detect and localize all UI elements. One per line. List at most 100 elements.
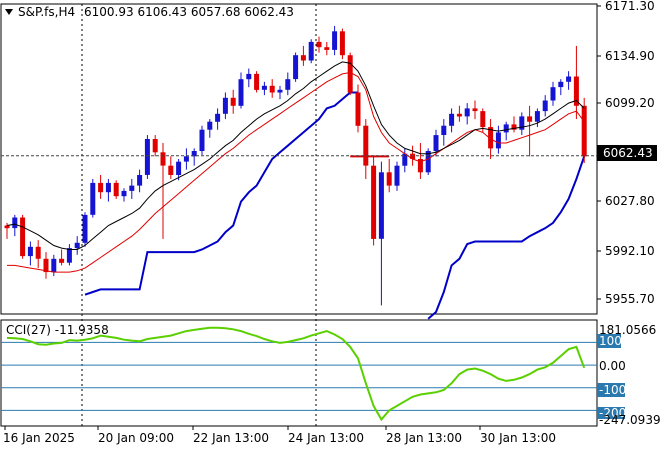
candle-body <box>238 79 244 106</box>
candle-body <box>12 217 18 229</box>
candle-body <box>98 182 104 193</box>
candle-body <box>581 105 587 157</box>
candle-body <box>519 116 525 130</box>
time-tick: 24 Jan 13:00 <box>288 431 364 445</box>
candle-body <box>285 79 291 90</box>
trailing-stop-segment <box>84 91 358 296</box>
candle-body <box>488 127 494 149</box>
candle-body <box>74 242 80 249</box>
slow-ma-line <box>7 71 585 273</box>
candle-body <box>308 41 314 61</box>
candle-body <box>550 87 556 101</box>
chart-symbol: S&P.fs,H4 <box>18 5 75 19</box>
candle-body <box>215 113 221 122</box>
price-axis: 6171.30 6134.90 6099.20 6027.80 5992.10 … <box>597 0 655 306</box>
candle-body <box>230 97 236 106</box>
candle-body <box>176 161 182 175</box>
candle-body <box>534 111 540 122</box>
candle-body <box>246 73 252 80</box>
candle-body <box>558 81 564 88</box>
candle-body <box>394 165 400 186</box>
candle-body <box>152 139 158 153</box>
candle-body <box>480 111 486 128</box>
candle-body <box>183 156 189 162</box>
time-tick: 20 Jan 09:00 <box>98 431 174 445</box>
candle-body <box>355 92 361 126</box>
candle-body <box>386 172 392 186</box>
candle-body <box>261 85 267 90</box>
price-tick: 6099.20 <box>605 96 655 110</box>
candle-body <box>82 214 88 243</box>
candle-body <box>566 76 572 82</box>
cci-label: CCI(27) -11.9358 <box>6 323 109 337</box>
candle-body <box>371 165 377 239</box>
chart-ohlc: 6100.93 6106.43 6057.68 6062.43 <box>84 5 294 19</box>
time-tick: 16 Jan 2025 <box>3 431 75 445</box>
candle-body <box>449 113 455 126</box>
time-tick: 30 Jan 13:00 <box>480 431 556 445</box>
candle-body <box>105 182 111 193</box>
candle-body <box>573 76 579 106</box>
candle-body <box>332 31 338 50</box>
cci-series-line <box>6 326 586 422</box>
cci-tick: 100 <box>599 334 622 348</box>
cci-axis: 181.0566 100 0.00 -100 -200 -247.0939 <box>597 323 660 427</box>
trailing-stop-segment <box>427 155 586 320</box>
cci-tick: -247.0939 <box>599 413 660 427</box>
trailing-stop-line <box>84 91 586 320</box>
candle-body <box>254 73 260 90</box>
price-tick: 5992.10 <box>605 244 655 258</box>
cci-level-tag <box>597 334 621 348</box>
time-tick: 28 Jan 13:00 <box>386 431 462 445</box>
candle-body <box>199 129 205 151</box>
cci-tick: -100 <box>599 383 626 397</box>
candle-body <box>503 124 509 133</box>
candle-body <box>339 31 345 56</box>
candle-body <box>402 153 408 166</box>
candle-body <box>59 258 65 263</box>
candle-body <box>542 100 548 112</box>
candlestick-series <box>4 25 587 306</box>
candle-body <box>527 116 533 122</box>
candle-body <box>324 47 330 50</box>
candle-body <box>137 175 143 186</box>
cci-tick: 181.0566 <box>599 323 656 337</box>
collapse-triangle-icon[interactable] <box>5 9 13 15</box>
candle-body <box>160 152 166 166</box>
candle-body <box>35 246 41 259</box>
candle-body <box>113 182 119 197</box>
cci-level-tag <box>597 407 625 419</box>
candle-body <box>378 172 384 239</box>
candle-body <box>495 132 501 149</box>
candle-body <box>27 246 33 257</box>
candle-body <box>51 258 57 273</box>
candle-body <box>300 55 306 61</box>
candle-body <box>144 139 150 175</box>
price-tick: 5955.70 <box>605 292 655 306</box>
candle-body <box>425 151 431 173</box>
cci-level-tag <box>597 383 625 397</box>
candle-body <box>511 124 517 130</box>
current-price-tag <box>597 145 657 161</box>
candle-body <box>363 125 369 166</box>
candle-body <box>207 121 213 130</box>
candle-body <box>464 108 470 117</box>
candle-body <box>441 125 447 135</box>
candle-body <box>4 225 10 229</box>
candle-body <box>417 159 423 173</box>
candle-body <box>316 41 322 48</box>
price-tick: 6171.30 <box>605 0 655 13</box>
candle-body <box>43 258 49 273</box>
candle-body <box>66 248 72 263</box>
time-axis: 16 Jan 2025 20 Jan 09:00 22 Jan 13:00 24… <box>3 426 556 445</box>
candle-body <box>90 182 96 215</box>
candle-body <box>168 165 174 175</box>
candle-body <box>456 113 462 117</box>
candle-body <box>191 151 197 157</box>
candle-body <box>129 185 135 191</box>
candle-body <box>347 55 353 93</box>
candle-body <box>20 217 26 257</box>
time-tick: 22 Jan 13:00 <box>193 431 269 445</box>
candle-body <box>277 89 283 93</box>
